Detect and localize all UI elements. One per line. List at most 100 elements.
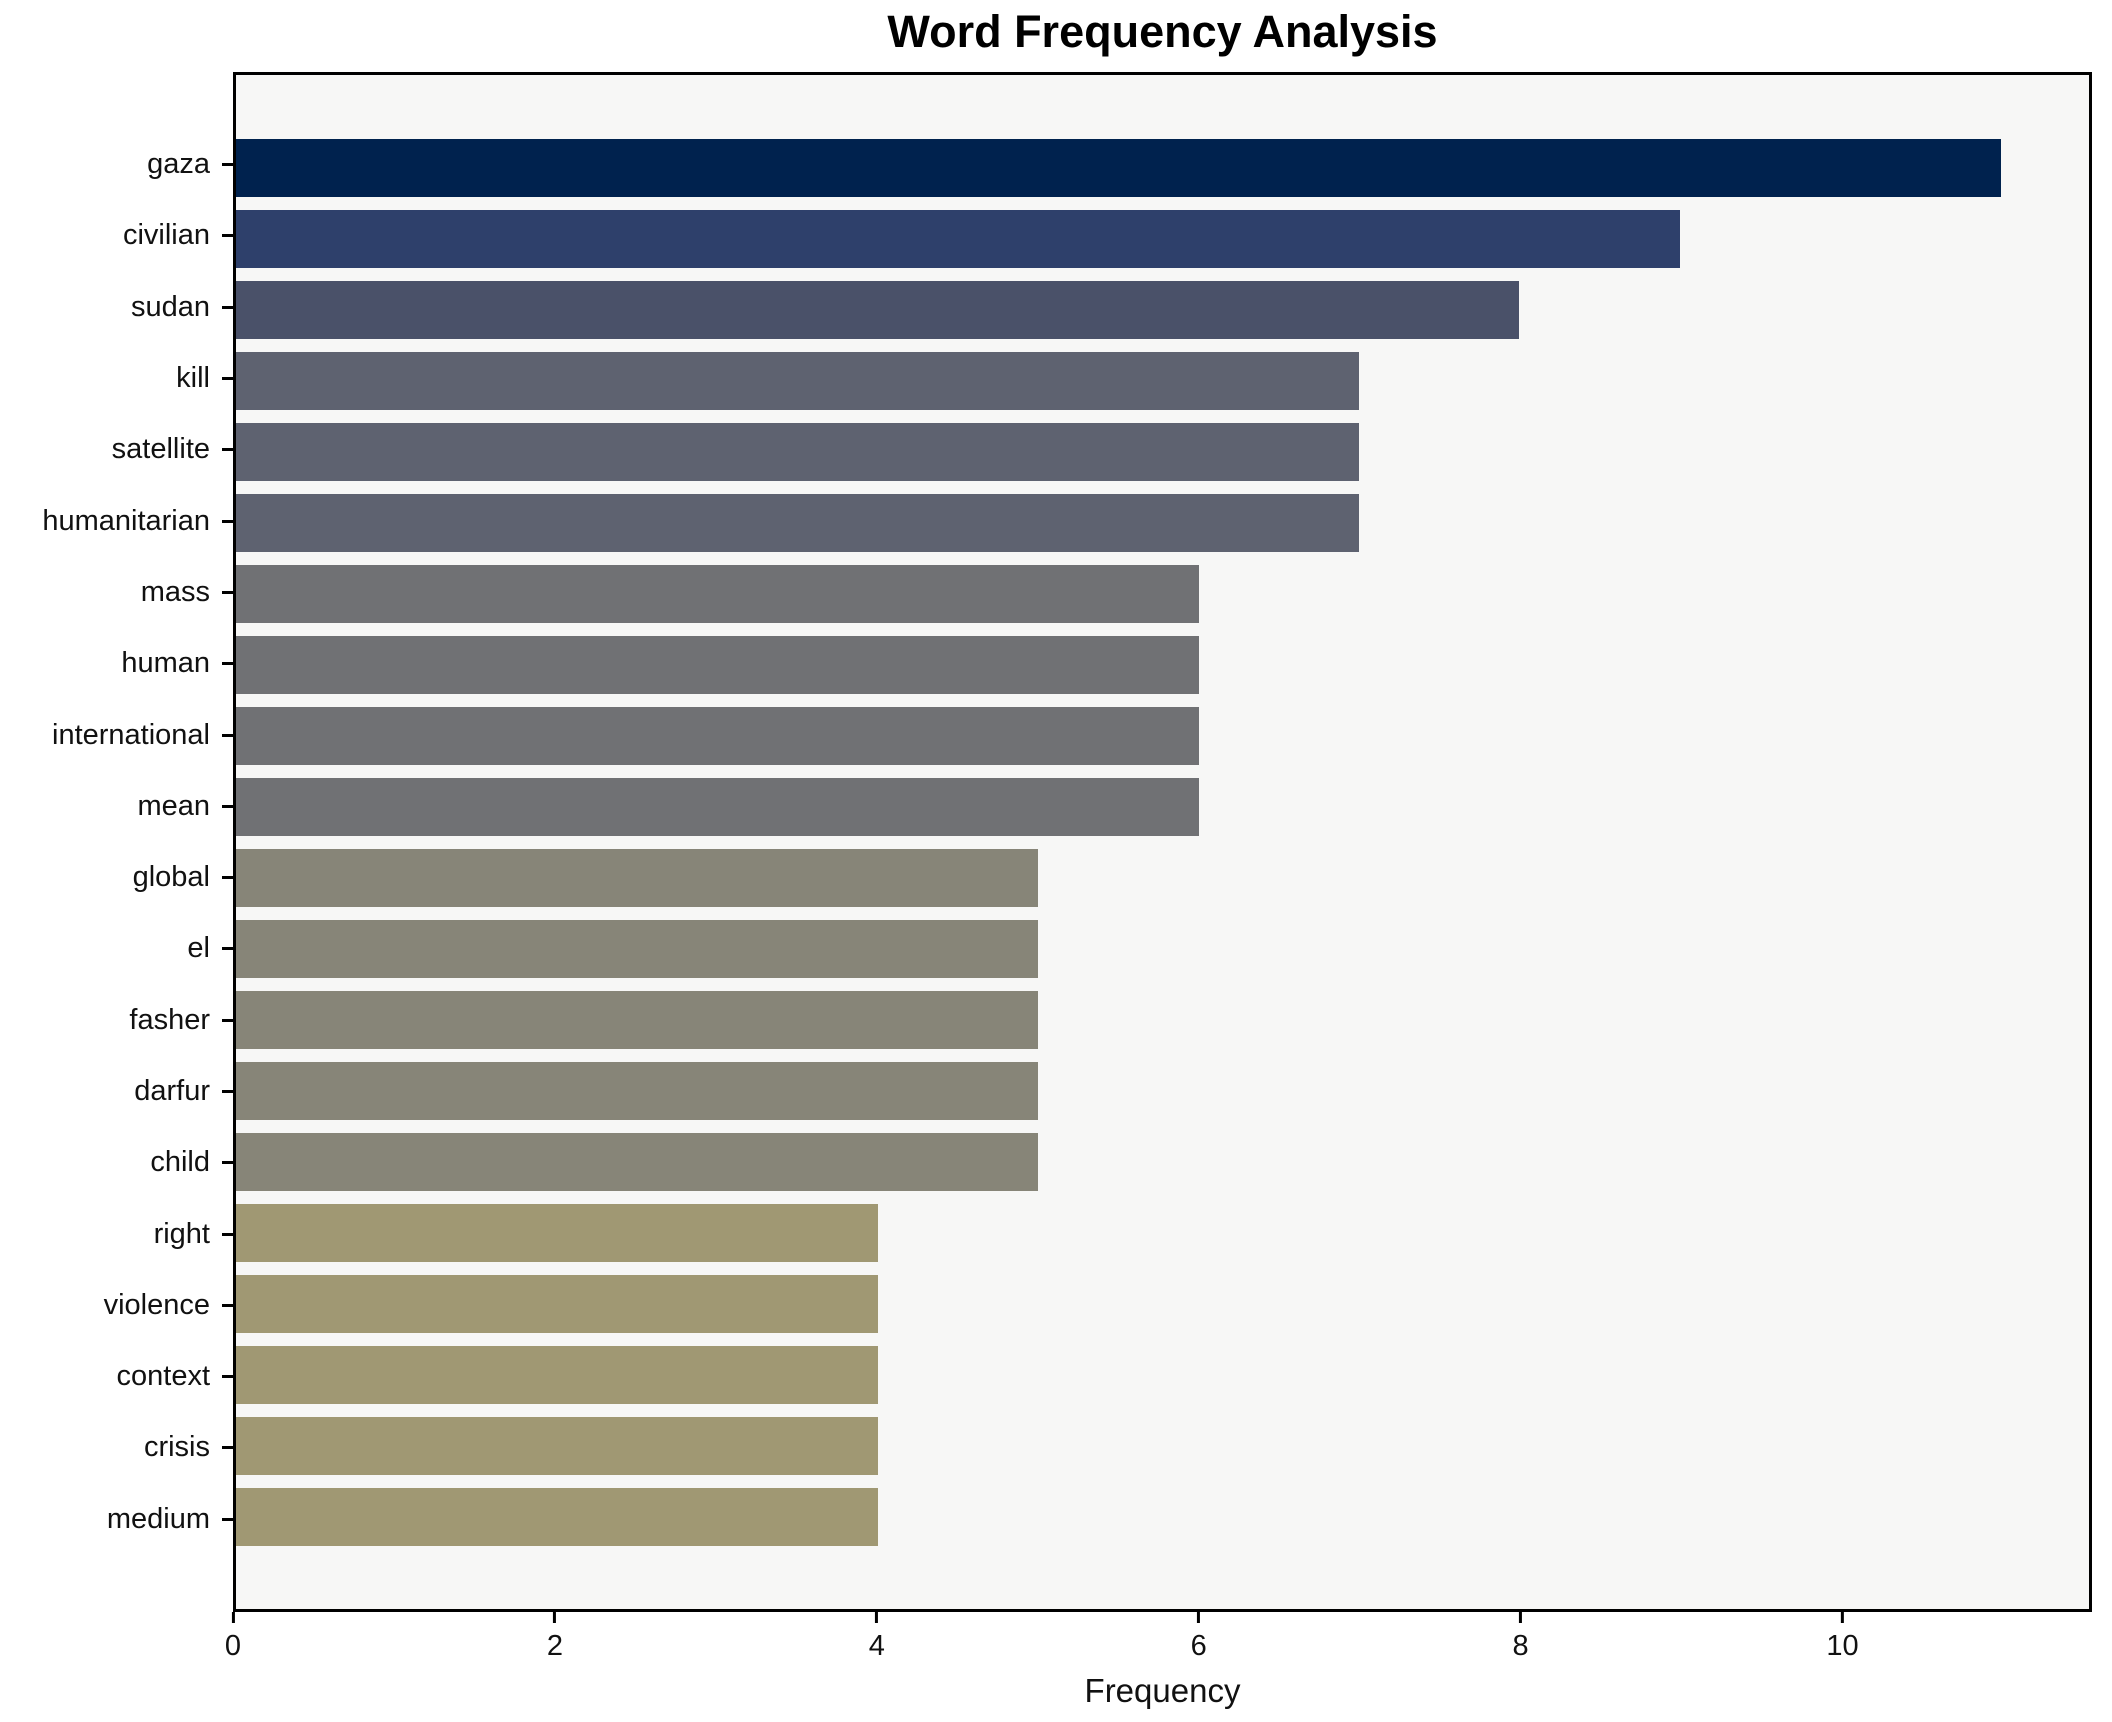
bar-row [236,1268,2089,1339]
bar-row [236,1410,2089,1481]
x-axis: 0 2 4 6 8 10 [225,1612,2092,1722]
bar-row [236,1126,2089,1197]
y-axis-band: gaza civilian sudan kill satellite humanitari… [0,129,233,1555]
y-tick-mark [222,234,233,238]
y-label-violence: violence [103,1288,210,1321]
x-tick-label: 8 [1512,1630,1529,1662]
y-label-context: context [116,1360,211,1393]
y-label-row: violence [0,1270,233,1341]
bar-row [236,1339,2089,1410]
y-label-mass: mass [140,575,210,608]
y-label-sudan: sudan [130,290,210,323]
y-label-medium: medium [106,1502,210,1535]
y-tick-mark [222,519,233,523]
x-tick-8: 8 [1513,1612,1529,1663]
bar-row [236,132,2089,203]
y-label-row: right [0,1198,233,1269]
y-label-gaza: gaza [147,148,210,181]
y-label-row: crisis [0,1412,233,1483]
y-label-civilian: civilian [122,219,210,252]
bar-row [236,487,2089,558]
x-tick-mark [1841,1612,1845,1623]
y-label-human: human [121,647,210,680]
bar-mean [236,777,1199,836]
y-label-global: global [132,861,210,894]
bar-fasher [236,990,1039,1049]
bar-violence [236,1274,878,1333]
y-tick-mark [222,1161,233,1165]
y-label-row: darfur [0,1056,233,1127]
bar-right [236,1203,878,1262]
bar-row [236,274,2089,345]
y-label-row: civilian [0,200,233,271]
y-label-child: child [150,1146,210,1179]
bar-mass [236,564,1199,623]
y-tick-mark [222,662,233,666]
y-label-right: right [153,1217,210,1250]
bars-area [236,132,2089,1552]
y-label-row: global [0,842,233,913]
y-tick-mark [222,1090,233,1093]
y-label-el: el [187,932,210,965]
x-tick-label: 2 [546,1630,563,1662]
bar-row [236,558,2089,629]
y-label-international: international [52,718,210,751]
bar-kill [236,351,1360,410]
bar-international [236,706,1199,765]
y-tick-mark [222,163,233,167]
x-tick-2: 2 [547,1612,563,1663]
y-axis-labels: gaza civilian sudan kill satellite humanitari… [0,72,233,1612]
bar-row [236,1197,2089,1268]
x-tick-0: 0 [225,1612,241,1663]
bar-row [236,203,2089,274]
bar-satellite [236,422,1360,481]
bar-crisis [236,1416,878,1475]
y-label-row: international [0,699,233,770]
x-tick-label: 10 [1826,1630,1859,1662]
bar-darfur [236,1061,1039,1120]
y-label-row: sudan [0,272,233,343]
bar-global [236,848,1039,907]
bar-row [236,416,2089,487]
x-tick-mark [231,1612,235,1623]
y-label-row: mean [0,771,233,842]
y-tick-mark [222,1375,233,1379]
y-label-fasher: fasher [129,1003,210,1036]
bar-row [236,842,2089,913]
x-tick-10: 10 [1826,1612,1859,1663]
y-tick-mark [222,804,233,808]
bar-row [236,913,2089,984]
x-tick-4: 4 [869,1612,885,1663]
bar-civilian [236,209,1680,268]
bar-el [236,919,1039,978]
y-label-row: el [0,913,233,984]
y-label-row: medium [0,1484,233,1555]
x-tick-mark [1197,1612,1201,1623]
y-label-row: gaza [0,129,233,200]
plot-area [233,72,2092,1612]
y-label-humanitarian: humanitarian [42,504,210,537]
x-axis-title: Frequency [1084,1672,1241,1709]
bar-child [236,1132,1039,1191]
y-tick-mark [222,947,233,951]
y-tick-mark [222,1446,233,1450]
y-label-crisis: crisis [143,1431,210,1464]
y-tick-mark [222,1303,233,1307]
y-label-mean: mean [137,789,210,822]
y-label-row: mass [0,557,233,628]
x-tick-label: 6 [1190,1630,1207,1662]
y-label-satellite: satellite [111,433,210,466]
bar-row [236,771,2089,842]
bar-row [236,1481,2089,1552]
bar-row [236,1055,2089,1126]
bar-row [236,629,2089,700]
y-tick-mark [222,590,233,594]
chart-title: Word Frequency Analysis [887,6,1438,57]
y-tick-mark [222,1018,233,1022]
y-label-kill: kill [176,362,210,395]
y-label-row: child [0,1127,233,1198]
bar-sudan [236,280,1520,339]
y-tick-mark [222,1232,233,1236]
x-tick-label: 4 [868,1630,885,1662]
